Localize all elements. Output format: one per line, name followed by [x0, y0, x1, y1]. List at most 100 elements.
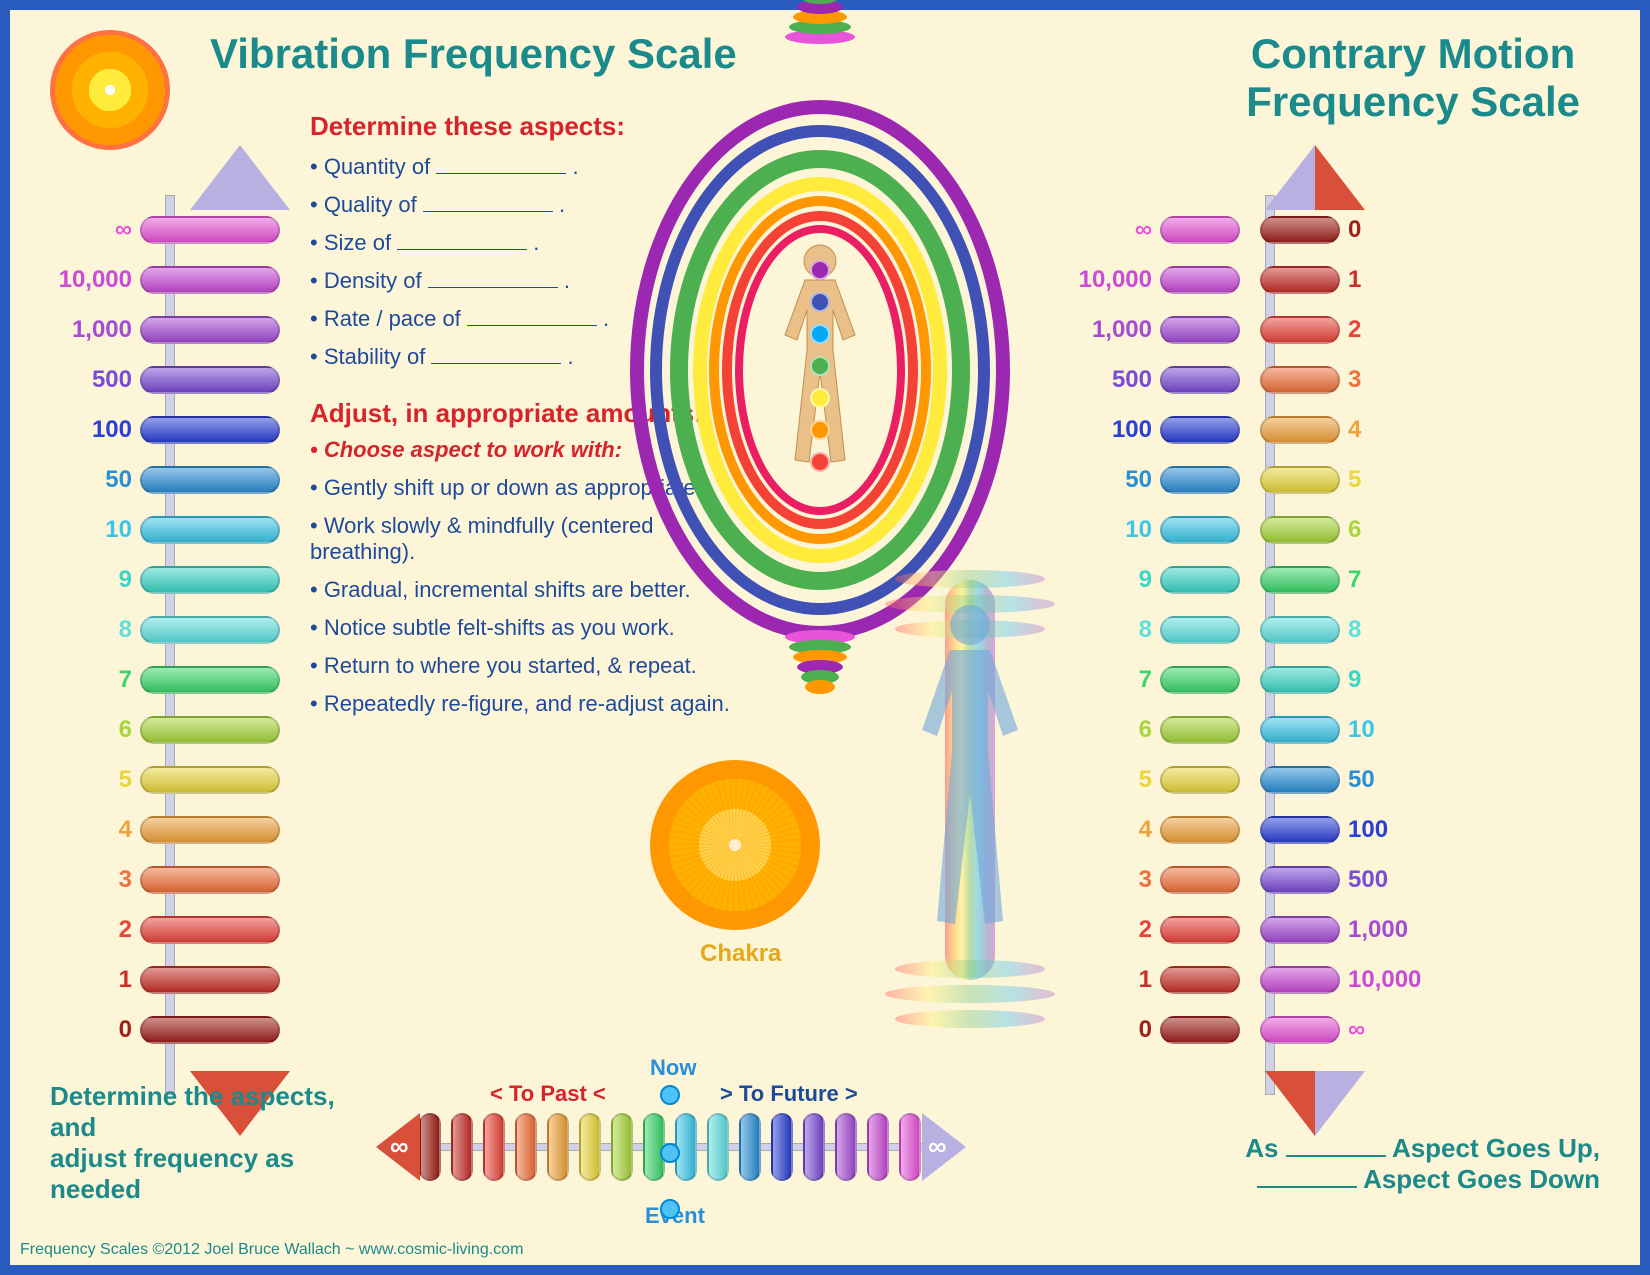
scale-label-right: 100 — [1340, 816, 1440, 844]
scale-pill-right — [1260, 716, 1340, 744]
scale-label: 10,000 — [40, 266, 140, 294]
timeline-dot — [660, 1143, 680, 1163]
scale-label: 8 — [1060, 616, 1160, 644]
timeline-pill — [835, 1113, 857, 1181]
scale-pill-right — [1260, 666, 1340, 694]
scale-label: ∞ — [1060, 216, 1160, 244]
scale-pill — [140, 566, 280, 594]
scale-row: 505 — [1060, 465, 1480, 495]
scale-pill-left — [1160, 866, 1240, 894]
scale-label-right: 50 — [1340, 766, 1440, 794]
scale-row: 100 — [40, 415, 300, 445]
scale-label: 1,000 — [1060, 316, 1160, 344]
vibration-scale: ∞10,0001,00050010050109876543210 — [40, 145, 300, 1145]
scale-pill-left — [1160, 666, 1240, 694]
timeline-pill — [451, 1113, 473, 1181]
rainbow-ring — [895, 570, 1045, 588]
scale-pill-right — [1260, 1016, 1340, 1044]
scale-label: 3 — [40, 866, 140, 894]
scale-pill-right — [1260, 566, 1340, 594]
scale-label: 10 — [40, 516, 140, 544]
timeline-pill — [867, 1113, 889, 1181]
scale-label-right: 3 — [1340, 366, 1440, 394]
scale-label-right: 8 — [1340, 616, 1440, 644]
scale-label: 2 — [40, 916, 140, 944]
scale-pill-left — [1160, 616, 1240, 644]
chakra-dot — [810, 260, 830, 280]
scale-label: 5 — [40, 766, 140, 794]
rainbow-body-figure — [880, 550, 1060, 1010]
credit-line: Frequency Scales ©2012 Joel Bruce Wallac… — [20, 1241, 523, 1259]
chakra-dot — [810, 356, 830, 376]
scale-label: 8 — [40, 616, 140, 644]
scale-label: 7 — [40, 666, 140, 694]
scale-label: 4 — [40, 816, 140, 844]
timeline-scale: ∞∞NowEvent< To Past <> To Future > — [370, 1055, 970, 1225]
scale-label: 6 — [1060, 716, 1160, 744]
scale-label-right: 0 — [1340, 216, 1440, 244]
scale-pill-right — [1260, 966, 1340, 994]
scale-label: 4 — [1060, 816, 1160, 844]
scale-row: 500 3 — [1060, 365, 1480, 395]
scale-label-right: 4 — [1340, 416, 1440, 444]
scale-pill-left — [1160, 966, 1240, 994]
scale-pill-left — [1160, 266, 1240, 294]
scale-pill-left — [1160, 716, 1240, 744]
scale-label-right: 10,000 — [1340, 966, 1440, 994]
scale-pill — [140, 866, 280, 894]
timeline-pill — [739, 1113, 761, 1181]
scale-row: 3 — [40, 865, 300, 895]
scale-pill-right — [1260, 266, 1340, 294]
bottom-right-text: As Aspect Goes Up, Aspect Goes Down — [1220, 1133, 1600, 1195]
title-right-l2: Frequency Scale — [1246, 78, 1580, 126]
scale-pill — [140, 816, 280, 844]
scale-label-right: 1 — [1340, 266, 1440, 294]
scale-label: 500 — [1060, 366, 1160, 394]
scale-row: 10 — [40, 515, 300, 545]
timeline-label: > To Future > — [720, 1081, 858, 1107]
scale-label: 100 — [1060, 416, 1160, 444]
scale-label-right: ∞ — [1340, 1016, 1440, 1044]
scale-pill-right — [1260, 866, 1340, 894]
scale-label-right: 5 — [1340, 466, 1440, 494]
scale-pill-left — [1160, 566, 1240, 594]
title-right-l1: Contrary Motion — [1246, 30, 1580, 78]
bottom-left-l1: Determine the aspects, and — [50, 1081, 370, 1143]
scale-row: 1,000 2 — [1060, 315, 1480, 345]
scale-label-right: 2 — [1340, 316, 1440, 344]
timeline-pill — [771, 1113, 793, 1181]
timeline-pill — [419, 1113, 441, 1181]
chakra-label: Chakra — [700, 940, 781, 968]
arrowhead-icon — [1265, 145, 1365, 215]
timeline-label: Now — [650, 1055, 696, 1081]
scale-row: 500 — [40, 365, 300, 395]
scale-pill — [140, 666, 280, 694]
chakra-dot — [810, 324, 830, 344]
scale-pill — [140, 966, 280, 994]
scale-pill — [140, 716, 280, 744]
scale-label: 3 — [1060, 866, 1160, 894]
timeline-label: < To Past < — [490, 1081, 606, 1107]
infinity-icon: ∞ — [390, 1131, 409, 1162]
scale-pill — [140, 516, 280, 544]
scale-label: 9 — [1060, 566, 1160, 594]
scale-row: 3500 — [1060, 865, 1480, 895]
scale-label: ∞ — [40, 216, 140, 244]
scale-label-right: 7 — [1340, 566, 1440, 594]
scale-label: 10,000 — [1060, 266, 1160, 294]
scale-row: 4 — [40, 815, 300, 845]
scale-row: ∞ — [40, 215, 300, 245]
aura-disc — [805, 680, 835, 694]
timeline-pill — [611, 1113, 633, 1181]
rainbow-ring — [895, 1010, 1045, 1028]
sun-icon — [50, 30, 170, 150]
scale-label: 7 — [1060, 666, 1160, 694]
scale-label: 6 — [40, 716, 140, 744]
scale-pill-left — [1160, 316, 1240, 344]
scale-label-right: 10 — [1340, 716, 1440, 744]
scale-row: 79 — [1060, 665, 1480, 695]
scale-row: 106 — [1060, 515, 1480, 545]
scale-pill-left — [1160, 916, 1240, 944]
scale-pill — [140, 416, 280, 444]
scale-row: 9 — [40, 565, 300, 595]
